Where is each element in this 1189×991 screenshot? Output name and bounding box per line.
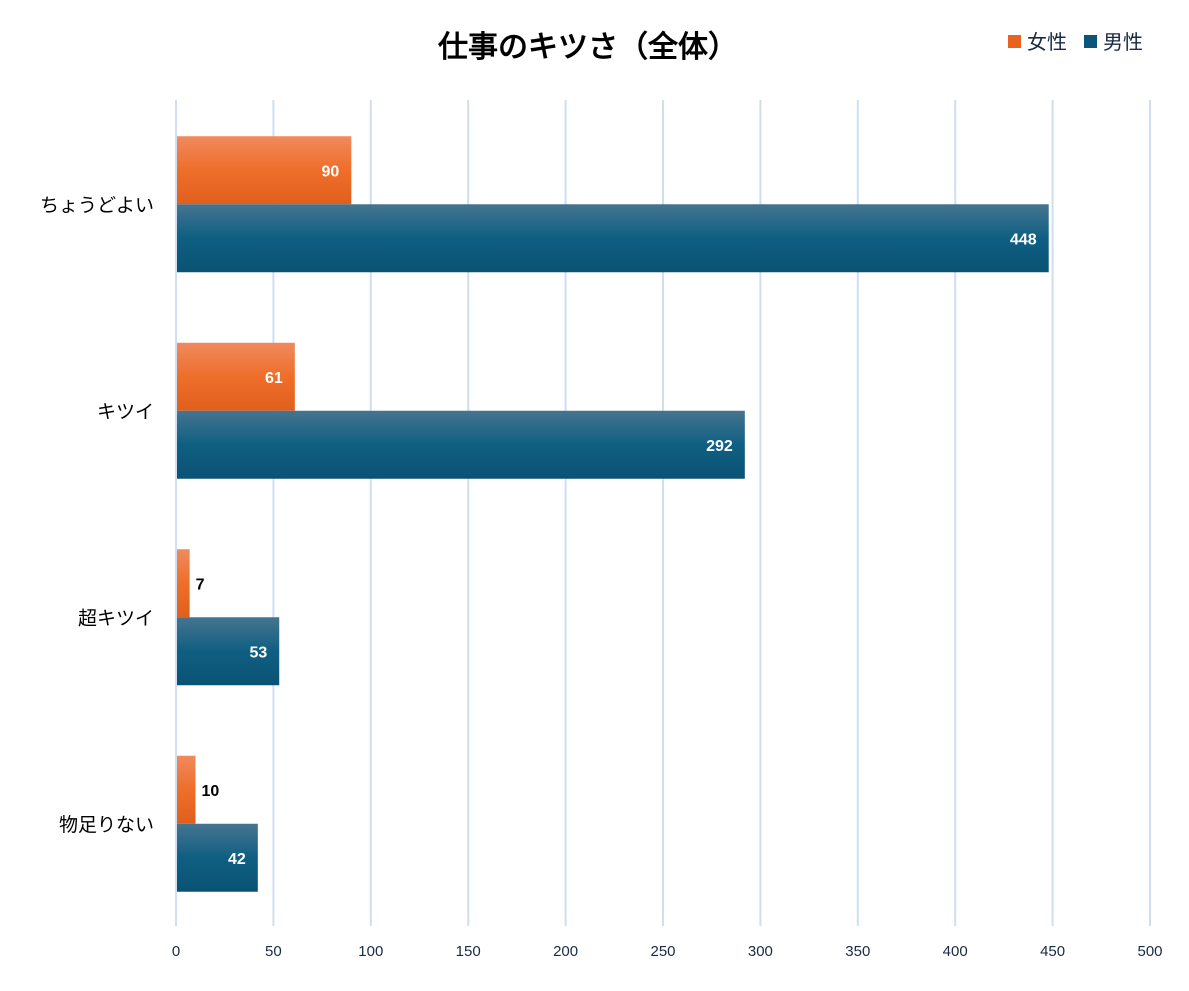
- x-tick-label: 0: [172, 943, 180, 960]
- legend-swatch: [1008, 35, 1021, 48]
- data-label: 292: [706, 438, 733, 455]
- x-tick-label: 50: [265, 943, 282, 960]
- bar-female: [177, 755, 196, 824]
- category-label: ちょうどよい: [40, 194, 154, 216]
- bar-male: [177, 617, 280, 686]
- legend: 女性 男性: [1008, 30, 1143, 54]
- bar-female: [177, 549, 190, 618]
- legend-label: 女性: [1027, 30, 1067, 54]
- category-label: 物足りない: [59, 814, 154, 836]
- bar-female: [177, 136, 352, 205]
- bar-male: [177, 410, 745, 479]
- x-tick-label: 300: [748, 943, 773, 960]
- data-label: 10: [201, 783, 219, 800]
- data-label: 53: [249, 644, 267, 661]
- x-tick-label: 250: [650, 943, 675, 960]
- data-label: 448: [1010, 231, 1037, 248]
- data-label: 7: [196, 576, 205, 593]
- x-tick-label: 200: [553, 943, 578, 960]
- category-label: キツイ: [97, 401, 154, 423]
- data-label: 90: [322, 163, 340, 180]
- x-tick-label: 450: [1040, 943, 1065, 960]
- x-tick-label: 150: [456, 943, 481, 960]
- bar-male: [177, 204, 1049, 273]
- legend-label: 男性: [1103, 30, 1143, 54]
- x-axis-ticks: 0 50 100 150 200 250 300 350 400 450 500: [172, 943, 1163, 960]
- x-tick-label: 400: [943, 943, 968, 960]
- data-label: 42: [228, 851, 246, 868]
- data-label: 61: [265, 370, 283, 387]
- x-tick-label: 100: [358, 943, 383, 960]
- bar-male: [177, 823, 258, 892]
- x-tick-label: 350: [845, 943, 870, 960]
- x-tick-label: 500: [1137, 943, 1162, 960]
- chart-title: 仕事のキツさ（全体）: [437, 30, 738, 65]
- bar-female: [177, 342, 295, 411]
- legend-swatch: [1084, 35, 1097, 48]
- bars: 90 448 61 292 7 53 10 42: [177, 136, 1049, 892]
- category-label: 超キツイ: [78, 607, 154, 629]
